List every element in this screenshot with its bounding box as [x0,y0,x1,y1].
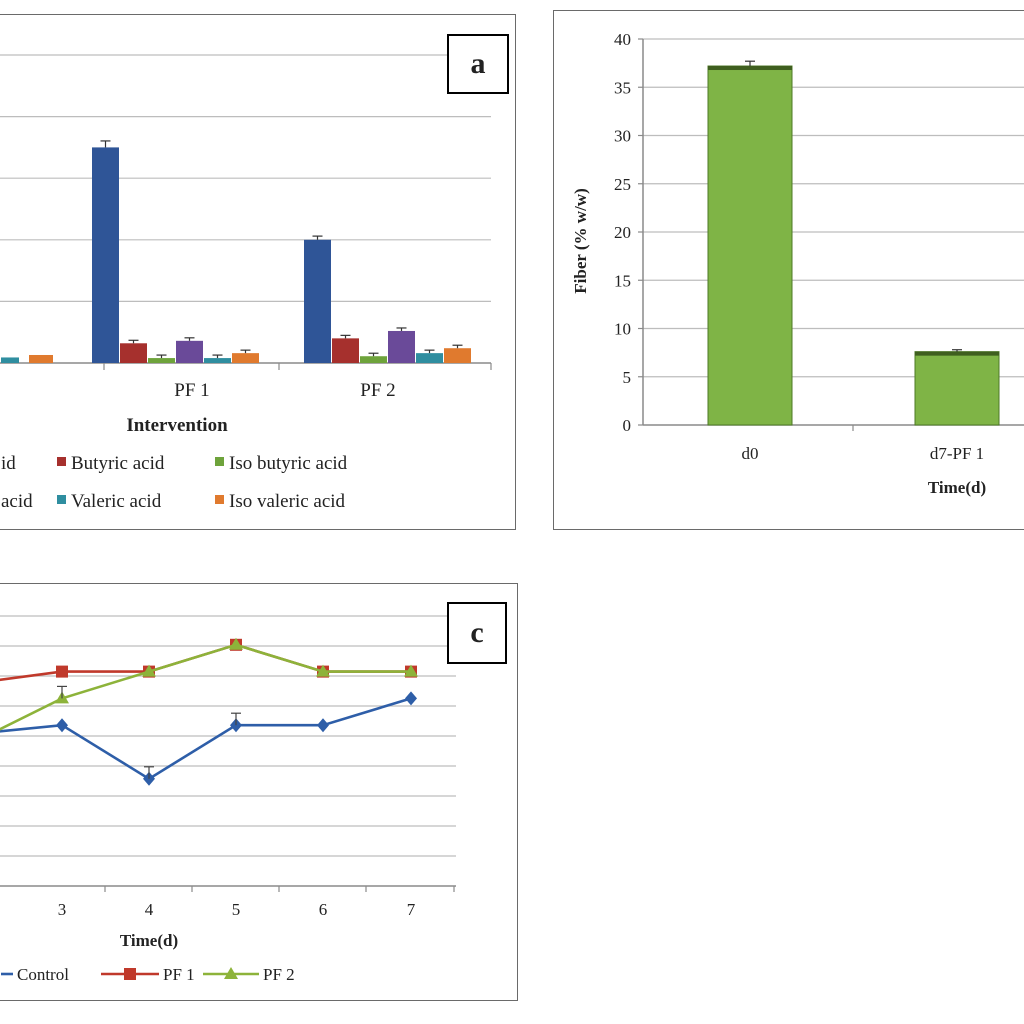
panel-b: 0 5 10 15 20 25 30 35 40 d0 d7-PF 1 Time(d) Fiber (%… [553,10,1024,530]
bar-d7-pf-1 [914,351,1000,426]
x-tick-label: 4 [145,900,154,919]
marker-control [405,691,417,706]
legend-label: PF 1 [163,965,195,984]
bar-pf-2-s5 [444,348,471,363]
panel-letter-a: a [447,34,509,94]
y-axis-title: Fiber (% w/w) [571,188,590,293]
bar-partial [1,357,19,363]
x-tick-label: 7 [407,900,416,919]
marker-pf-2 [142,664,156,677]
x-axis-title: Time(d) [120,931,178,950]
bar-top-edge [708,66,792,71]
y-tick-label: 25 [614,175,631,194]
y-tick-label: 15 [614,271,631,290]
series-line-control [0,697,412,781]
y-tick-label: 30 [614,127,631,146]
legend-label: Control [17,965,69,984]
x-tick-label: PF 2 [360,380,395,401]
x-tick-label: PF 1 [174,380,209,401]
bar-pf-1-s0 [92,147,119,363]
marker-control [56,718,68,733]
chart-c-svg: 3 4 5 6 7 Time(d) Control PF 1 PF 2 [0,615,456,984]
panel-letter-c: c [447,602,507,664]
y-tick-label: 35 [614,78,631,97]
panel-a: PF 1 PF 2 Intervention id Butyric acid Iso bu… [0,14,516,530]
bar-pf-2-s3 [388,330,415,363]
bar-d0 [707,65,793,426]
bar-pf-1-s1 [120,343,147,363]
bar-pf-1-s5 [232,353,259,363]
bar-top-edge [915,351,999,356]
marker-pf-2 [316,664,330,677]
x-axis-title: Time(d) [928,478,986,497]
legend-label: acid [1,491,33,512]
marker-control [317,718,329,733]
x-tick-label: 3 [58,900,67,919]
legend-label: Valeric acid [71,491,162,512]
y-tick-label: 5 [623,368,632,387]
chart-b-svg: 0 5 10 15 20 25 30 35 40 d0 d7-PF 1 Time(d) Fiber (%… [571,30,1024,497]
bar-partial [29,354,53,363]
x-tick-label: d7-PF 1 [930,444,984,463]
marker-pf-2 [404,664,418,677]
bar-pf-2-s4 [416,353,443,363]
chart-a-svg: PF 1 PF 2 Intervention id Butyric acid Iso bu… [0,54,492,512]
legend-marker [224,967,238,979]
legend-label: Iso butyric acid [229,453,348,474]
y-tick-label: 20 [614,223,631,242]
legend-label: id [1,453,16,474]
y-tick-label: 0 [623,416,632,435]
marker-pf-2 [229,637,243,650]
legend-marker [124,968,136,980]
bar-pf-2-s0 [304,239,331,363]
bar-pf-2-s2 [360,356,387,363]
x-tick-label: 5 [232,900,241,919]
bar-pf-1-s3 [176,340,203,363]
y-tick-label: 10 [614,320,631,339]
series-line-pf-2 [0,643,411,731]
x-tick-label: d0 [742,444,759,463]
legend-swatch [57,457,66,466]
legend-label: Butyric acid [71,453,165,474]
bar-pf-1-s4 [204,358,231,363]
legend-swatch [215,457,224,466]
x-axis-title: Intervention [126,415,228,436]
legend-label: PF 2 [263,965,295,984]
marker-pf-1 [56,665,68,678]
y-tick-label: 40 [614,30,631,49]
bar-pf-2-s1 [332,338,359,363]
x-tick-label: 6 [319,900,328,919]
legend-swatch [215,495,224,504]
legend-label: Iso valeric acid [229,491,346,512]
bar-pf-1-s2 [148,358,175,363]
legend-swatch [57,495,66,504]
marker-control [230,718,242,733]
panel-c: 3 4 5 6 7 Time(d) Control PF 1 PF 2 c [0,583,518,1001]
